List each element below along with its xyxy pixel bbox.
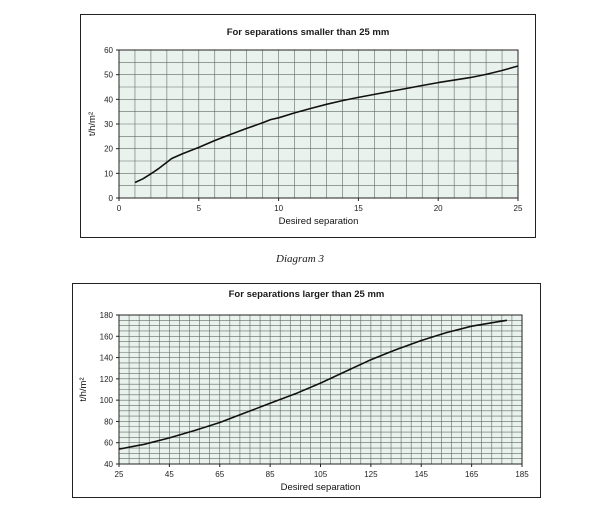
- y-tick-label: 160: [100, 332, 114, 341]
- x-axis-label: Desired separation: [279, 216, 359, 227]
- chart-title: For separations larger than 25 mm: [228, 289, 385, 300]
- y-tick-label: 30: [104, 120, 113, 129]
- y-tick-label: 20: [104, 145, 113, 154]
- y-axis-label: t/h/m²: [78, 377, 89, 401]
- diagram-caption: Diagram 3: [276, 253, 324, 265]
- x-tick-label: 45: [165, 470, 174, 479]
- series-line: [134, 65, 519, 184]
- y-tick-label: 180: [100, 311, 114, 320]
- x-tick-label: 25: [115, 470, 124, 479]
- x-axis-label: Desired separation: [281, 482, 361, 493]
- x-tick-label: 10: [274, 204, 283, 213]
- y-tick-label: 40: [104, 95, 113, 104]
- y-tick-label: 40: [104, 460, 113, 469]
- y-tick-label: 60: [104, 46, 113, 55]
- x-tick-label: 185: [515, 470, 529, 479]
- y-tick-label: 100: [100, 396, 114, 405]
- y-tick-label: 0: [109, 194, 114, 203]
- chart-title: For separations smaller than 25 mm: [226, 27, 390, 38]
- y-tick-label: 50: [104, 71, 113, 80]
- x-tick-label: 25: [514, 204, 523, 213]
- x-tick-label: 165: [465, 470, 479, 479]
- x-tick-label: 65: [215, 470, 224, 479]
- y-tick-label: 60: [104, 439, 113, 448]
- x-tick-label: 5: [197, 204, 202, 213]
- x-tick-label: 0: [117, 204, 122, 213]
- chart-plot-large: 25 45 65 85 105 125 145 165 185 40 60 80 100 120 140 16…: [78, 311, 529, 493]
- y-tick-label: 10: [104, 169, 113, 178]
- x-tick-label: 105: [314, 470, 328, 479]
- x-tick-label: 125: [364, 470, 378, 479]
- chart-large-separations: For separations larger than 25 mm 25 45 65…: [72, 283, 541, 498]
- x-tick-label: 145: [415, 470, 429, 479]
- y-axis-label: t/h/m²: [87, 112, 98, 136]
- series-line: [118, 319, 508, 450]
- y-tick-label: 120: [100, 375, 114, 384]
- x-tick-label: 85: [266, 470, 275, 479]
- chart-plot-small: 0 5 10 15 20 25 0 10 20 30 40 50 60 Desired separatio…: [87, 46, 523, 227]
- y-tick-label: 80: [104, 417, 113, 426]
- x-tick-label: 20: [434, 204, 443, 213]
- chart-small-separations: For separations smaller than 25 mm 0 5 10 1…: [80, 14, 536, 238]
- x-tick-label: 15: [354, 204, 363, 213]
- y-tick-label: 140: [100, 354, 114, 363]
